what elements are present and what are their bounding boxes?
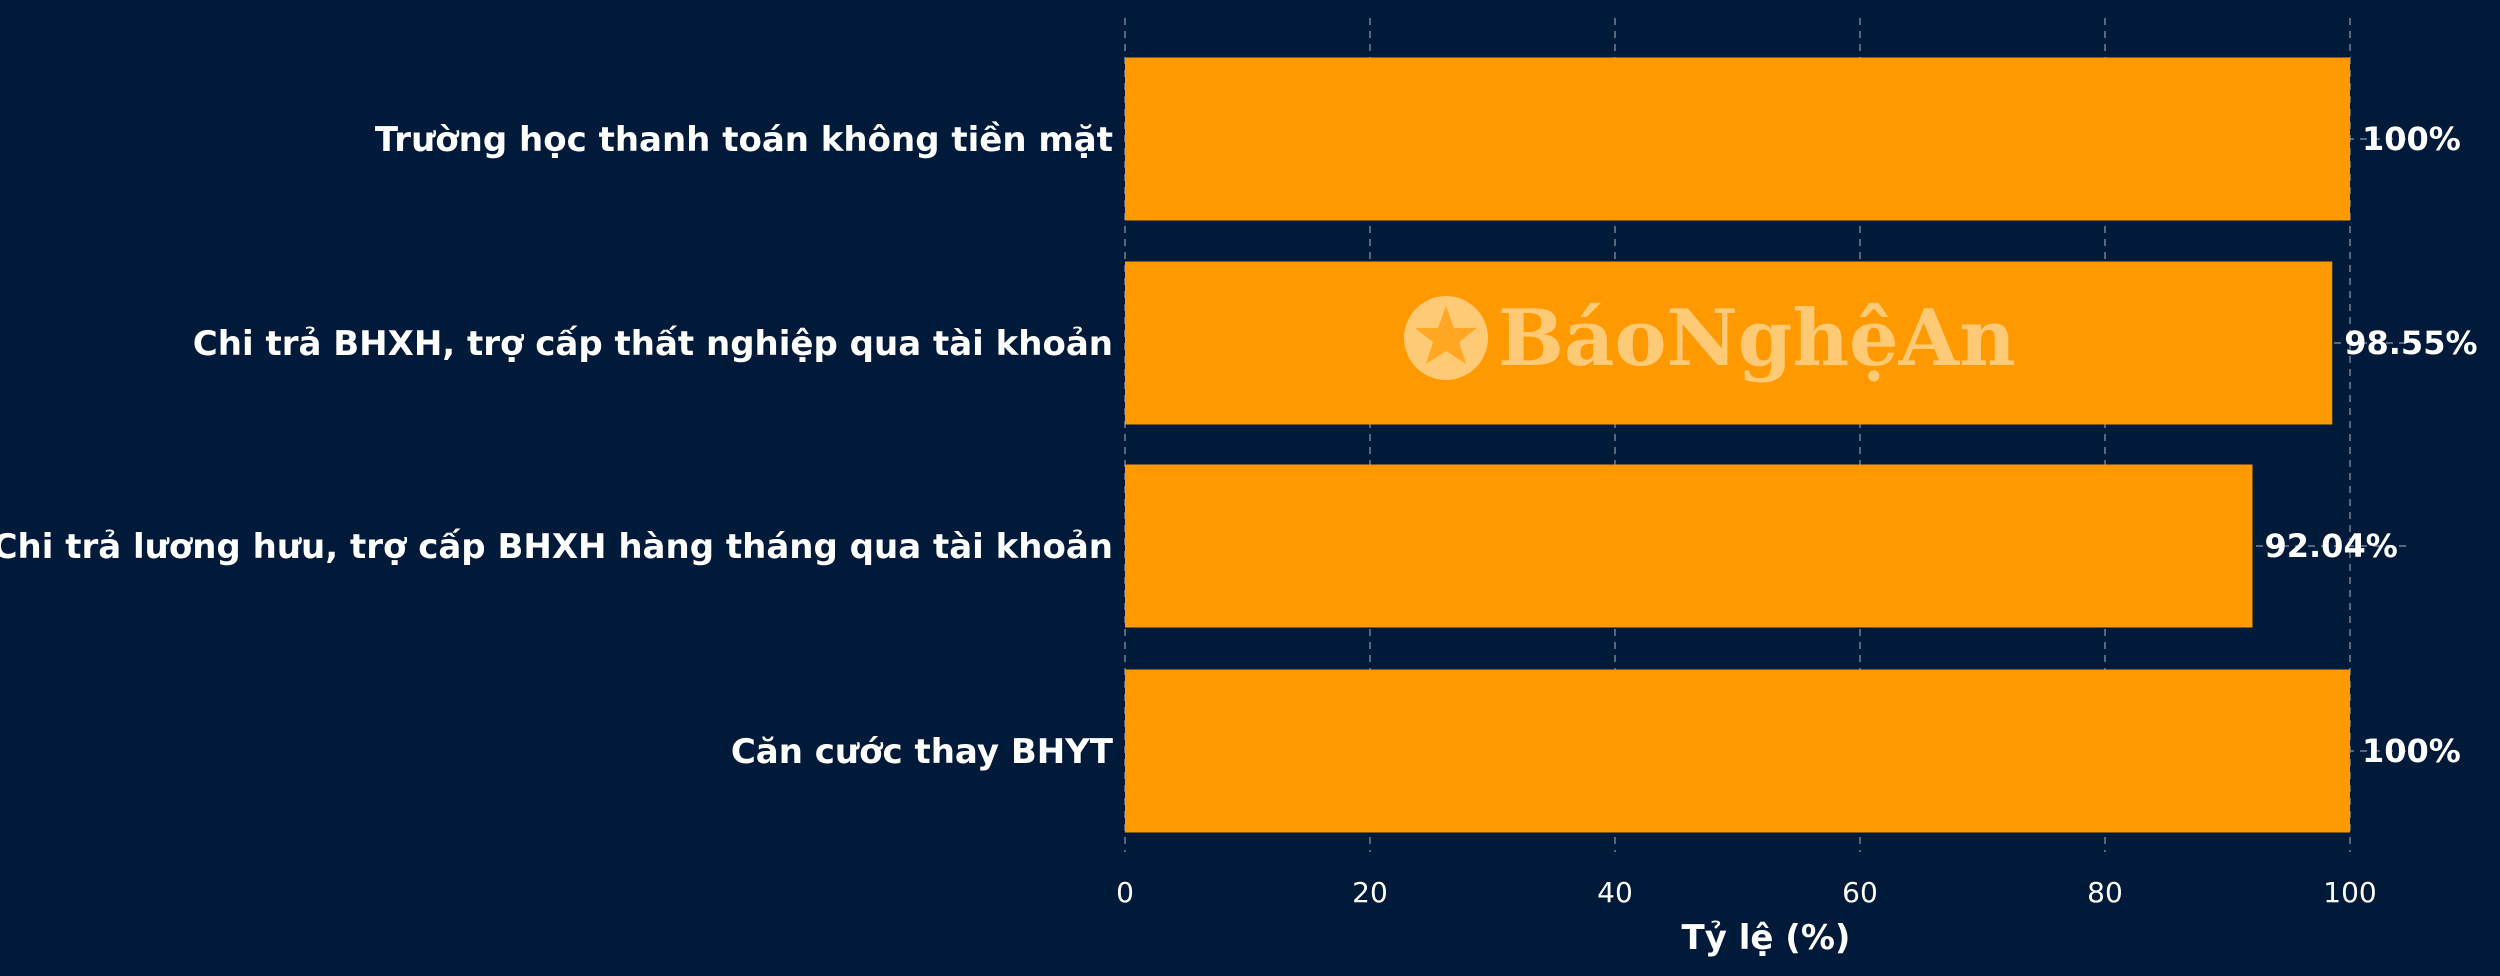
x-tick-label: 80 bbox=[2087, 876, 2123, 909]
category-label: Chi trả lương hưu, trợ cấp BHXH hàng thá… bbox=[0, 527, 1113, 567]
x-axis: 0 20 40 60 80 100 bbox=[1116, 876, 2377, 909]
bar bbox=[1125, 669, 2350, 833]
bar bbox=[1125, 261, 2333, 425]
watermark: BáoNghệAn bbox=[1404, 293, 2016, 384]
category-label: Chi trả BHXH, trợ cấp thất nghiệp qua tà… bbox=[193, 324, 1113, 364]
x-tick-label: 60 bbox=[1842, 876, 1878, 909]
x-axis-title: Tỷ lệ (%) bbox=[1682, 918, 1851, 958]
x-tick-label: 100 bbox=[2323, 876, 2376, 909]
bar-layer bbox=[1125, 57, 2350, 833]
star-icon bbox=[1415, 306, 1477, 364]
bar bbox=[1125, 464, 2253, 628]
data-label: 92.04% bbox=[2264, 527, 2397, 565]
category-label: Trường học thanh toán không tiền mặt bbox=[375, 120, 1113, 160]
x-tick-label: 0 bbox=[1116, 876, 1134, 909]
x-tick-label: 40 bbox=[1597, 876, 1633, 909]
category-label: Căn cước thay BHYT bbox=[731, 732, 1114, 772]
x-tick-label: 20 bbox=[1352, 876, 1388, 909]
bar bbox=[1125, 57, 2350, 221]
watermark-text: BáoNghệAn bbox=[1498, 293, 2016, 384]
label-layer: Trường học thanh toán không tiền mặt 100%… bbox=[0, 120, 2478, 772]
data-label: 98.55% bbox=[2344, 324, 2477, 362]
data-label: 100% bbox=[2362, 732, 2461, 770]
data-label: 100% bbox=[2362, 120, 2461, 158]
